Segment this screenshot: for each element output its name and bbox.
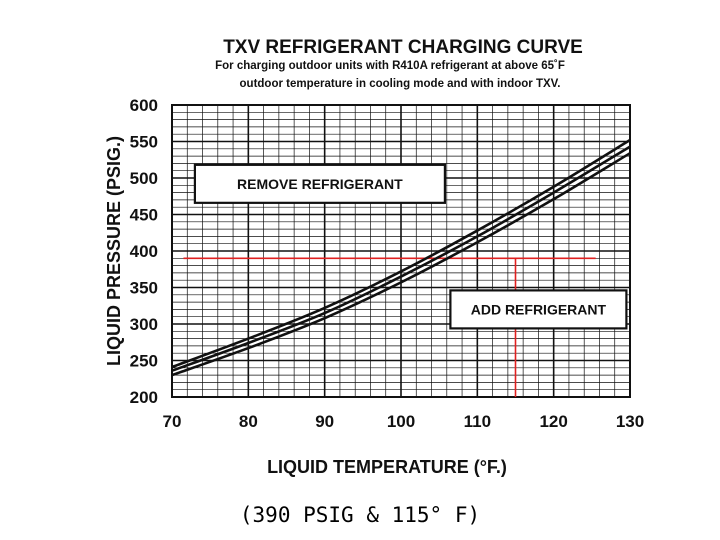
y-axis-label: LIQUID PRESSURE (PSIG.): [104, 136, 124, 366]
annotation-boxes: REMOVE REFRIGERANT ADD REFRIGERANT: [193, 163, 628, 330]
x-tick-label: 110: [464, 412, 491, 431]
chart-subtitle-line-1: For charging outdoor units with R410A re…: [215, 60, 565, 72]
annotation-label: REMOVE REFRIGERANT: [237, 176, 403, 192]
annotation-box-frame: [449, 289, 628, 330]
y-tick-label: 550: [130, 133, 158, 152]
y-tick-label: 200: [130, 388, 158, 407]
caption-reading: (390 PSIG & 115° F): [240, 503, 480, 527]
annotation-box-frame: [193, 163, 446, 204]
chart-subtitle-line-2: outdoor temperature in cooling mode and …: [240, 78, 561, 90]
add-refrigerant-box: ADD REFRIGERANT: [449, 289, 628, 330]
charging-curve-2: [171, 145, 631, 372]
grid-major: [172, 105, 630, 397]
x-tick-labels: 70 80 90 100 110 120 130: [163, 412, 645, 431]
y-tick-labels: 200 250 300 350 400 450 500 550 600: [130, 96, 158, 407]
x-tick-label: 70: [163, 412, 182, 431]
x-axis-label: LIQUID TEMPERATURE (°F.): [267, 457, 507, 477]
y-tick-label: 250: [130, 352, 158, 371]
annotation-label: ADD REFRIGERANT: [471, 301, 607, 317]
y-tick-label: 400: [130, 242, 158, 261]
x-tick-label: 100: [387, 412, 415, 431]
x-tick-label: 130: [616, 412, 644, 431]
remove-refrigerant-box: REMOVE REFRIGERANT: [193, 163, 446, 204]
y-tick-label: 500: [130, 169, 158, 188]
x-tick-label: 90: [315, 412, 334, 431]
y-tick-label: 300: [130, 315, 158, 334]
plot-frame: [171, 104, 631, 398]
x-tick-label: 80: [239, 412, 258, 431]
x-tick-label: 120: [539, 412, 567, 431]
chart-title: TXV REFRIGERANT CHARGING CURVE: [223, 37, 583, 58]
y-tick-label: 350: [130, 279, 158, 298]
y-tick-label: 600: [130, 96, 158, 115]
charging-curve-3: [171, 152, 631, 377]
charging-curve-1: [171, 138, 631, 369]
series-lines: [171, 138, 631, 377]
y-tick-label: 450: [130, 206, 158, 225]
